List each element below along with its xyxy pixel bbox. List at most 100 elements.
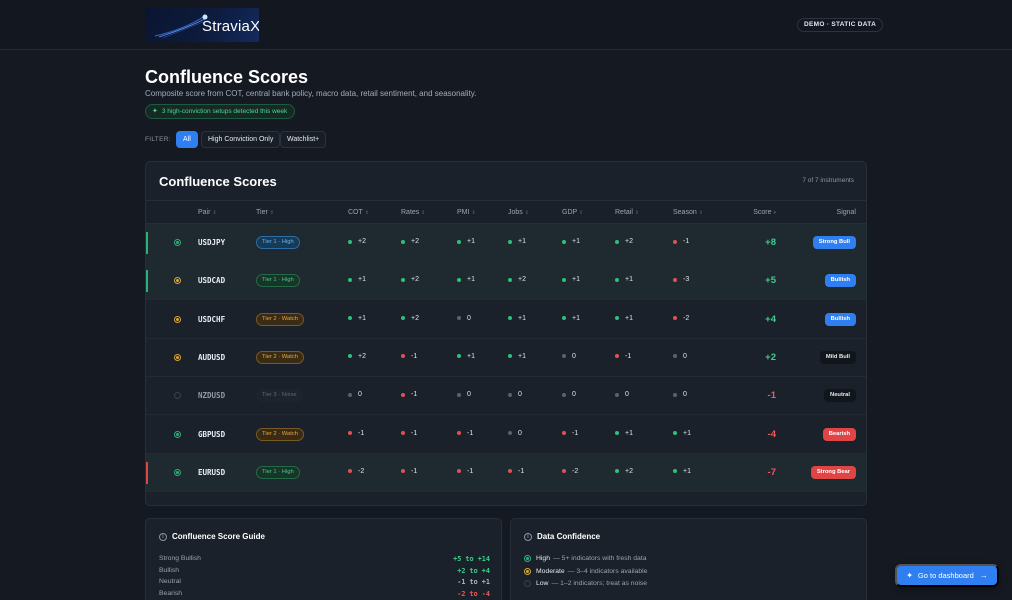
table-row[interactable]: USDCHF Tier 2 · Watch +1 +2 0 +1 +1 +1 -2 +4 Bulli… [146, 301, 866, 339]
column-header-pair[interactable]: Pair ⇕ [198, 209, 217, 216]
column-header-pmi[interactable]: PMI ⇕ [457, 209, 476, 216]
indicator-cell: +1 [508, 353, 526, 360]
column-header-score[interactable]: Score ▾ [753, 209, 776, 216]
indicator-cell: -2 [348, 468, 364, 475]
indicator-value: -1 [683, 238, 690, 245]
go-to-dashboard-button[interactable]: ✦ Go to dashboard → [895, 564, 999, 587]
pair-symbol[interactable]: GBPUSD [198, 429, 226, 439]
confidence-indicator-icon [174, 468, 181, 476]
indicator-value: -2 [572, 467, 579, 475]
signal-badge: Strong Bull [812, 236, 856, 249]
indicator-cell: -2 [562, 468, 578, 475]
indicator-dot-icon [457, 392, 461, 397]
pair-symbol[interactable]: AUDUSD [198, 352, 226, 362]
indicator-value: -2 [683, 314, 690, 322]
column-header-season[interactable]: Season ⇕ [673, 209, 703, 216]
top-bar: StraviaX DEMO · STATIC DATA [0, 0, 1012, 50]
indicator-dot-icon [673, 431, 677, 435]
pair-symbol[interactable]: USDCAD [198, 276, 226, 286]
high-conviction-pill: ✦ 3 high-conviction setups detected this… [145, 104, 296, 119]
arrow-right-icon: → [979, 571, 988, 580]
pair-symbol[interactable]: USDJPY [198, 238, 226, 247]
indicator-dot-icon [615, 354, 619, 359]
filter-all-button[interactable]: All [176, 131, 198, 148]
pair-symbol[interactable]: USDCHF [198, 314, 226, 324]
indicator-dot-icon [562, 354, 566, 359]
filter-high-conviction-button[interactable]: High Conviction Only [201, 131, 281, 148]
confidence-indicator-icon [174, 239, 181, 246]
indicator-value: -1 [411, 391, 418, 399]
indicator-dot-icon [673, 469, 677, 474]
table-row[interactable]: NZDUSD Tier 3 · Noise 0 -1 0 0 0 0 0 -1 Neutral [146, 377, 866, 416]
indicator-value: +1 [572, 314, 580, 322]
score-guide-title-row: i Confluence Score Guide [159, 532, 265, 541]
indicator-dot-icon [348, 392, 352, 397]
indicator-cell: 0 [508, 391, 522, 398]
indicator-value: +2 [625, 238, 633, 245]
indicator-cell: 0 [673, 391, 687, 398]
column-header-tier[interactable]: Tier ⇕ [256, 209, 274, 216]
score-guide-range: -2 to -4 [457, 589, 490, 598]
indicator-value: 0 [572, 391, 576, 399]
column-header-label: Rates [401, 209, 420, 216]
score-value: -7 [767, 466, 776, 478]
sort-icon: ⇕ [421, 210, 426, 216]
indicator-value: +2 [411, 276, 419, 284]
sparkle-icon: ✦ [906, 571, 913, 580]
confidence-description: — 5+ indicators with fresh data [552, 555, 647, 562]
indicator-cell: -1 [401, 391, 417, 398]
indicator-dot-icon [457, 354, 461, 359]
indicator-dot-icon [457, 316, 461, 321]
table-header: Pair ⇕ Tier ⇕ COT ⇕ Rates ⇕ PMI ⇕ Jobs ⇕ GDP ⇕ Retail ⇕… [146, 200, 866, 224]
indicator-value: +1 [683, 467, 691, 475]
pair-symbol[interactable]: EURUSD [198, 467, 226, 477]
indicator-cell: +1 [508, 315, 526, 322]
column-header-signal[interactable]: Signal [837, 209, 856, 216]
info-icon: i [159, 532, 167, 541]
table-row[interactable]: USDCAD Tier 1 · High +1 +2 +1 +2 +1 +1 -3 +5 Bulli… [146, 262, 866, 301]
column-header-rates[interactable]: Rates ⇕ [401, 209, 426, 216]
tier-badge: Tier 3 · Noise [256, 389, 303, 403]
sort-icon: ⇕ [269, 210, 274, 216]
indicator-value: +1 [467, 238, 475, 245]
brand-logo[interactable]: StraviaX [145, 8, 259, 42]
column-header-jobs[interactable]: Jobs ⇕ [508, 209, 529, 216]
indicator-cell: +2 [348, 353, 366, 360]
indicator-dot-icon [562, 239, 566, 244]
score-guide-card: i Confluence Score Guide Strong Bullish +… [145, 518, 502, 600]
indicator-value: 0 [467, 391, 471, 399]
table-row[interactable]: USDJPY Tier 1 · High +2 +2 +1 +1 +1 +2 -1 +8 Stron… [146, 224, 866, 262]
indicator-cell: 0 [673, 353, 687, 360]
indicator-dot-icon [348, 239, 352, 244]
confidence-row: Moderate — 3–4 indicators available [524, 567, 647, 575]
sort-icon: ⇕ [364, 210, 369, 216]
sort-icon: ⇕ [212, 210, 217, 216]
table-row[interactable]: EURUSD Tier 1 · High -2 -1 -1 -1 -2 +2 +1 -7 Stron… [146, 453, 866, 492]
indicator-value: +1 [572, 238, 580, 245]
indicator-cell: -1 [508, 468, 524, 475]
tier-badge: Tier 2 · Watch [256, 427, 304, 441]
indicator-value: +1 [518, 314, 526, 322]
indicator-cell: -1 [401, 353, 417, 360]
filter-watchlist-button[interactable]: Watchlist+ [280, 131, 327, 148]
indicator-cell: 0 [348, 391, 362, 398]
indicator-value: -1 [411, 467, 418, 475]
indicator-value: 0 [625, 391, 629, 399]
confidence-level: Low [536, 580, 549, 587]
confidence-indicator-icon [174, 392, 181, 400]
indicator-dot-icon [615, 431, 619, 435]
column-header-cot[interactable]: COT ⇕ [348, 209, 369, 216]
column-header-retail[interactable]: Retail ⇕ [615, 209, 639, 216]
score-guide-label: Bearish [159, 589, 183, 597]
indicator-cell: +2 [401, 238, 419, 245]
confidence-indicator-icon [174, 315, 181, 323]
table-row[interactable]: AUDUSD Tier 2 · Watch +2 -1 +1 +1 0 -1 0 +2 Mild B… [146, 339, 866, 377]
pair-symbol[interactable]: NZDUSD [198, 391, 226, 401]
table-row[interactable]: GBPUSD Tier 2 · Watch -1 -1 -1 0 -1 +1 +1 -4 Beari… [146, 416, 866, 454]
column-header-gdp[interactable]: GDP ⇕ [562, 209, 583, 216]
high-conviction-text: 3 high-conviction setups detected this w… [161, 108, 288, 115]
indicator-cell: +1 [673, 430, 691, 437]
tier-badge: Tier 2 · Watch [256, 312, 304, 326]
indicator-value: +2 [358, 352, 366, 360]
indicator-cell: +1 [615, 430, 633, 437]
